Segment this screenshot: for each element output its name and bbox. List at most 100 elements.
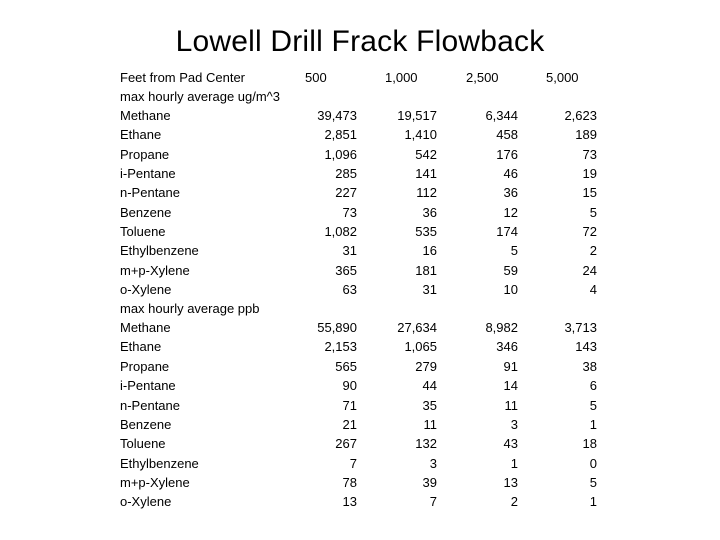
compound-name: m+p-Xylene: [120, 263, 190, 278]
table-row: o-Xylene 63 31 10 4: [0, 280, 720, 299]
table-row: Methane 39,473 19,517 6,344 2,623: [0, 106, 720, 125]
table-cell: 112: [416, 185, 437, 200]
table-cell: 18: [582, 436, 597, 451]
table-cell: 176: [496, 147, 518, 162]
compound-name: Propane: [120, 147, 170, 162]
table-cell: 3,713: [564, 320, 597, 335]
table-cell: 5: [589, 475, 597, 490]
table-cell: 39,473: [317, 108, 357, 123]
table-cell: 71: [342, 398, 357, 413]
table-row: Toluene 1,082 535 174 72: [0, 222, 720, 241]
table-row: o-Xylene 13 7 2 1: [0, 492, 720, 511]
table-cell: 27,634: [397, 320, 437, 335]
table-cell: 13: [342, 494, 357, 509]
table-cell: 72: [582, 224, 597, 239]
table-cell: 2,153: [324, 339, 357, 354]
compound-name: Benzene: [120, 417, 172, 432]
table-cell: 535: [415, 224, 437, 239]
table-cell: 2: [510, 494, 518, 509]
compound-name: i-Pentane: [120, 166, 176, 181]
distance-header: 500: [305, 70, 327, 85]
table-cell: 35: [422, 398, 437, 413]
table-cell: 542: [415, 147, 437, 162]
table-cell: 346: [496, 339, 518, 354]
table-cell: 3: [429, 456, 437, 471]
table-cell: 10: [503, 282, 518, 297]
table-cell: 141: [415, 166, 437, 181]
table-row: m+p-Xylene 78 39 13 5: [0, 473, 720, 492]
table-cell: 8,982: [485, 320, 518, 335]
header-row: Feet from Pad Center 500 1,000 2,500 5,0…: [0, 68, 720, 87]
table-cell: 1: [589, 417, 597, 432]
table-cell: 19,517: [397, 108, 437, 123]
table-row: Ethylbenzene 7 3 1 0: [0, 454, 720, 473]
section-heading: max hourly average ppb: [120, 301, 260, 316]
compound-name: Ethane: [120, 127, 162, 142]
table-cell: 2: [589, 243, 597, 258]
page-title: Lowell Drill Frack Flowback: [175, 25, 545, 58]
table-cell: 458: [496, 127, 518, 142]
header-label: Feet from Pad Center: [120, 70, 245, 85]
table-cell: 36: [503, 185, 518, 200]
table-row: n-Pentane 71 35 11 5: [0, 396, 720, 415]
table-cell: 1,082: [324, 224, 357, 239]
table-cell: 1: [510, 456, 518, 471]
table-cell: 5: [510, 243, 518, 258]
table-cell: 6: [589, 378, 597, 393]
compound-name: Ethylbenzene: [120, 456, 199, 471]
table-cell: 31: [422, 282, 437, 297]
distance-header: 5,000: [546, 70, 579, 85]
table-cell: 13: [503, 475, 518, 490]
table-cell: 143: [575, 339, 597, 354]
table-cell: 21: [342, 417, 357, 432]
table-cell: 38: [582, 359, 597, 374]
table-cell: 279: [415, 359, 437, 374]
section-heading-row: max hourly average ug/m^3: [0, 87, 720, 106]
table-cell: 3: [510, 417, 518, 432]
table-cell: 55,890: [317, 320, 357, 335]
table-row: Benzene 21 11 3 1: [0, 415, 720, 434]
table-row: Methane 55,890 27,634 8,982 3,713: [0, 318, 720, 337]
table-cell: 189: [575, 127, 597, 142]
table-cell: 12: [503, 205, 518, 220]
compound-name: o-Xylene: [120, 494, 172, 509]
table-cell: 2,851: [324, 127, 357, 142]
compound-name: Toluene: [120, 436, 166, 451]
compound-name: o-Xylene: [120, 282, 172, 297]
compound-name: Ethylbenzene: [120, 243, 199, 258]
table-cell: 43: [503, 436, 518, 451]
table-cell: 7: [349, 456, 357, 471]
table-row: i-Pentane 90 44 14 6: [0, 376, 720, 395]
distance-header: 1,000: [385, 70, 418, 85]
compound-name: n-Pentane: [120, 185, 180, 200]
compound-name: n-Pentane: [120, 398, 180, 413]
table-cell: 5: [589, 205, 597, 220]
table-cell: 36: [422, 205, 437, 220]
table-cell: 91: [503, 359, 518, 374]
table-cell: 6,344: [485, 108, 518, 123]
table-cell: 267: [335, 436, 357, 451]
table-cell: 63: [342, 282, 357, 297]
compound-name: m+p-Xylene: [120, 475, 190, 490]
table-cell: 59: [503, 263, 518, 278]
table-cell: 14: [503, 378, 518, 393]
table-row: Toluene 267 132 43 18: [0, 434, 720, 453]
table-cell: 44: [422, 378, 437, 393]
table-row: Propane 565 279 91 38: [0, 357, 720, 376]
table-row: m+p-Xylene 365 181 59 24: [0, 261, 720, 280]
table-cell: 365: [335, 263, 357, 278]
table-cell: 1,065: [404, 339, 437, 354]
table-cell: 15: [582, 185, 597, 200]
section-heading-row: max hourly average ppb: [0, 299, 720, 318]
table-row: Ethylbenzene 31 16 5 2: [0, 241, 720, 260]
table-cell: 132: [415, 436, 437, 451]
table-cell: 46: [503, 166, 518, 181]
table-cell: 1,096: [324, 147, 357, 162]
table-cell: 39: [422, 475, 437, 490]
table-cell: 0: [589, 456, 597, 471]
table-cell: 1: [589, 494, 597, 509]
table-row: Ethane 2,153 1,065 346 143: [0, 337, 720, 356]
table-cell: 565: [335, 359, 357, 374]
compound-name: Ethane: [120, 339, 162, 354]
